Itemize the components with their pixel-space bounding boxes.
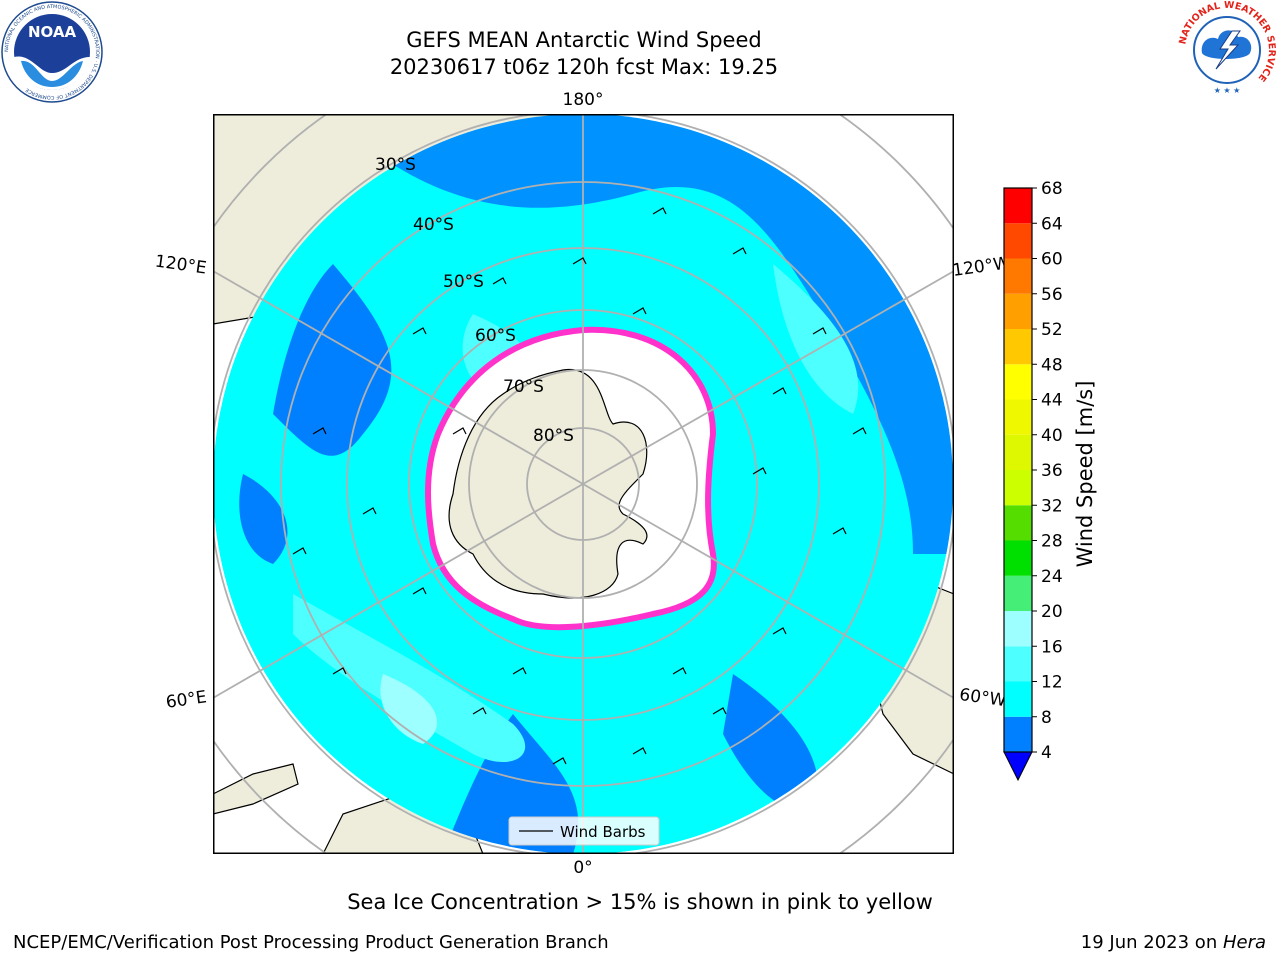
lon-label-120e: 120°E	[154, 252, 208, 279]
colorbar-label: Wind Speed [m/s]	[1073, 380, 1097, 568]
chart-title: GEFS MEAN Antarctic Wind Speed	[406, 28, 762, 52]
lat-label-40: 40°S	[413, 215, 454, 235]
colorbar-bin-6	[1004, 505, 1032, 541]
colorbar-tick-label-68: 68	[1041, 180, 1063, 199]
polar-map: 30°S 40°S 50°S 60°S 70°S 80°S Wind Barbs	[213, 114, 954, 854]
colorbar-bin-14	[1004, 223, 1032, 259]
colorbar-bin-9	[1004, 399, 1032, 435]
producer-credit: NCEP/EMC/Verification Post Processing Pr…	[13, 932, 609, 953]
graticule	[213, 114, 954, 854]
noaa-logo: NOAA NATIONAL OCEANIC AND ATMOSPHERIC AD…	[1, 1, 103, 103]
wind-fast-band	[363, 114, 953, 554]
colorbar-bin-11	[1004, 329, 1032, 365]
production-host: Hera	[1222, 932, 1266, 953]
wind-barbs-legend: Wind Barbs	[508, 816, 660, 846]
colorbar-bin-4	[1004, 575, 1032, 611]
madagascar-land	[213, 763, 299, 815]
colorbar-bin-2	[1004, 646, 1032, 682]
colorbar-tick-label-48: 48	[1041, 355, 1063, 375]
colorbar-tick-label-24: 24	[1041, 567, 1063, 587]
lon-label-180: 180°	[563, 90, 604, 110]
lon-label-60e: 60°E	[165, 687, 208, 712]
colorbar-under-extension	[1003, 751, 1033, 782]
colorbar-bin-13	[1004, 258, 1032, 294]
colorbar-bin-7	[1004, 470, 1032, 506]
lat-label-50: 50°S	[443, 272, 484, 292]
lat-label-80: 80°S	[533, 426, 574, 446]
colorbar-tick-label-52: 52	[1041, 320, 1063, 340]
colorbar-tick-label-44: 44	[1041, 391, 1063, 411]
colorbar-tick-label-4: 4	[1041, 743, 1052, 763]
production-date: 19 Jun 2023 on Hera	[1081, 932, 1266, 953]
colorbar-tick-label-36: 36	[1041, 461, 1063, 481]
colorbar-bin-15	[1004, 188, 1032, 224]
colorbar-bin-0	[1004, 716, 1032, 752]
colorbar-bin-8	[1004, 434, 1032, 470]
sea-ice-note: Sea Ice Concentration > 15% is shown in …	[347, 890, 933, 914]
colorbar-tick-label-32: 32	[1041, 496, 1063, 516]
colorbar-tick-label-16: 16	[1041, 637, 1063, 657]
colorbar-tick-label-40: 40	[1041, 426, 1063, 446]
colorbar-tick-label-28: 28	[1041, 532, 1063, 552]
colorbar-tick-label-56: 56	[1041, 285, 1063, 305]
colorbar-tick-label-12: 12	[1041, 673, 1063, 693]
lat-label-60: 60°S	[475, 326, 516, 346]
lat-label-70: 70°S	[503, 377, 544, 397]
colorbar-bin-1	[1004, 681, 1032, 717]
colorbar-tick-label-8: 8	[1041, 708, 1052, 728]
legend-label: Wind Barbs	[560, 823, 646, 841]
lon-label-0: 0°	[573, 858, 592, 878]
lat-label-30: 30°S	[375, 155, 416, 175]
colorbar-bin-12	[1004, 293, 1032, 329]
colorbar-tick-label-60: 60	[1041, 250, 1063, 270]
antarctica-land	[448, 369, 648, 599]
noaa-logo-text: NOAA	[28, 23, 77, 41]
nws-star-icon: ★ ★ ★	[1214, 86, 1241, 95]
chart-subtitle: 20230617 t06z 120h fcst Max: 19.25	[389, 55, 779, 79]
wind-barbs	[292, 207, 867, 765]
colorbar-bin-5	[1004, 540, 1032, 576]
colorbar-tick-label-20: 20	[1041, 602, 1063, 622]
production-date-text: 19 Jun 2023 on	[1080, 932, 1223, 953]
colorbar-bin-10	[1004, 364, 1032, 400]
nws-logo: NATIONAL WEATHER SERVICE ★ ★ ★	[1177, 1, 1277, 97]
colorbar-bin-3	[1004, 611, 1032, 647]
colorbar-tick-label-64: 64	[1041, 214, 1063, 234]
